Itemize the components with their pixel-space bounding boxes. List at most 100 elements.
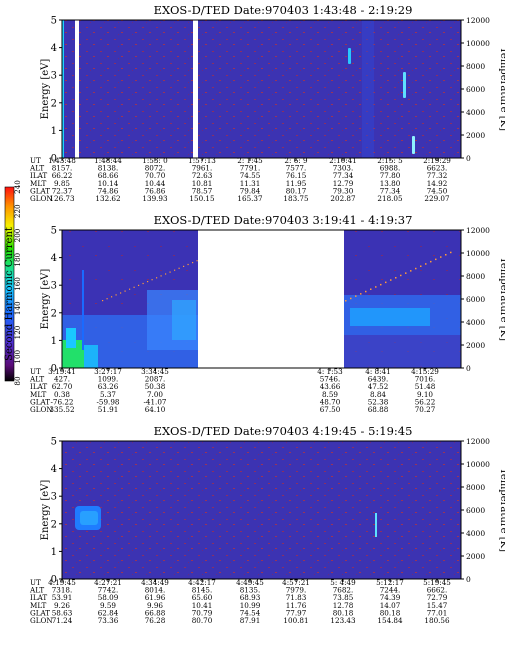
signal-dot [350,297,352,300]
x-tick-label: 8072. [145,164,166,173]
x-tick-label: 80.18 [380,608,401,617]
x-tick-label: 66.88 [145,608,166,617]
x-tick-label: 7016. [415,375,436,384]
signal-region [172,300,196,340]
y-right-tick-label: 4000 [466,108,485,117]
x-tick-label: 78.57 [192,186,213,195]
x-tick-label: 77.80 [380,171,401,180]
x-tick-label: 15.47 [427,601,448,610]
x-tick-label: 0.38 [54,390,70,399]
x-tick-label: 4:27:21 [94,578,122,587]
signal-dot [415,267,417,270]
y-tick-label: 4 [51,253,57,264]
x-tick-label: 52.38 [368,397,389,406]
x-tick-label: 12.78 [333,601,354,610]
chart-panel-2: EXOS-D/TED Date:970403 3:19:41 - 4:19:37… [29,213,505,414]
x-tick-label: 48.70 [320,397,341,406]
signal-band [362,20,374,158]
x-tick-label: 43.66 [320,382,341,391]
signal-dot [196,260,198,262]
x-tick-label: 8014. [145,586,166,595]
signal-spot [412,136,415,154]
x-tick-label: 6988. [380,164,401,173]
x-tick-label: 6439. [368,375,389,384]
signal-dot [365,290,367,293]
data-gap [193,20,198,158]
x-tick-label: 9.96 [147,601,163,610]
x-tick-label: 74.55 [240,171,261,180]
y-tick-label: 2 [51,308,57,319]
signal-line [82,270,84,350]
y-tick-label: 5 [51,437,57,448]
y-right-tick-label: 4000 [466,529,485,538]
x-tick-label: 4:19:45 [48,578,76,587]
x-tick-label: 62.84 [98,608,119,617]
y-axis-label: Energy [eV] [40,59,51,120]
y-tick-label: 5 [51,226,57,237]
signal-dot [435,258,437,261]
x-tick-label: 3:19:41 [48,367,76,376]
signal-dot [165,273,167,275]
signal-dot [115,294,117,296]
x-tick-label: 77.32 [427,171,448,180]
colorbar-tick-label: 140 [13,301,22,315]
y-right-tick-label: 0 [466,364,471,373]
x-tick-label: 9.59 [100,601,116,610]
x-tick-label: 74.54 [240,608,261,617]
colorbar-tick-label: 220 [13,204,22,218]
y-right-tick-label: 6000 [466,85,485,94]
x-tick-label: 58.63 [52,608,73,617]
signal-dot [410,270,412,272]
x-tick-label: 80.70 [192,616,213,625]
y-right-tick-label: 10000 [466,460,490,469]
x-tick-label: 2:15: 5 [377,156,403,165]
y-tick-label: 4 [51,43,57,54]
x-tick-label: 427. [54,375,70,384]
x-tick-label: 76.28 [145,616,166,625]
x-tick-label: 139.93 [142,194,168,203]
x-tick-label: -76.22 [50,397,73,406]
x-tick-label: 1:48:44 [94,156,122,165]
signal-spot [375,513,377,537]
spectrogram-signal [75,506,377,537]
colorbar-tick-label: 200 [13,228,22,242]
y-right-axis-label: Temperature [K] [498,47,505,131]
y-tick-label: 2 [51,519,57,530]
x-tick-label: 87.91 [240,616,261,625]
signal-dot [106,298,108,300]
x-tick-label: 4:42:17 [188,578,216,587]
x-tick-label: 1:53: 0 [142,156,168,165]
x-tick-label: 74.86 [98,186,119,195]
y-tick-label: 3 [51,71,57,82]
signal-dot [450,251,452,254]
y-right-tick-label: 8000 [466,272,485,281]
x-tick-label: 77.34 [380,186,401,195]
x-tick-label: 180.56 [424,616,450,625]
x-tick-label: 7961. [192,164,213,173]
y-right-tick-label: 8000 [466,483,485,492]
signal-dot [192,262,194,264]
colorbar-tick-label: 120 [13,325,22,339]
x-tick-label: 8145. [192,586,213,595]
row-label: GLON [30,194,53,203]
x-tick-label: 51.91 [98,405,119,414]
row-label: GLAT [30,397,50,406]
x-tick-label: 7742. [98,586,119,595]
y-tick-label: 1 [51,547,57,558]
x-tick-label: 5:19:45 [423,578,451,587]
plot-background [62,20,461,158]
x-tick-label: 72.63 [192,171,213,180]
x-tick-label: 79.30 [333,186,354,195]
signal-dot [102,300,104,302]
x-tick-label: 61.96 [145,593,166,602]
x-tick-label: 80.17 [286,186,307,195]
x-tick-label: 126.73 [49,194,75,203]
y-right-tick-label: 8000 [466,62,485,71]
y-tick-label: 0 [51,154,57,165]
x-tick-label: 10.44 [145,179,166,188]
row-label: ALT [29,586,44,595]
x-tick-label: 5:12:17 [376,578,404,587]
row-label: ALT [29,164,44,173]
y-tick-label: 3 [51,492,57,503]
row-label: MLT [30,179,47,188]
